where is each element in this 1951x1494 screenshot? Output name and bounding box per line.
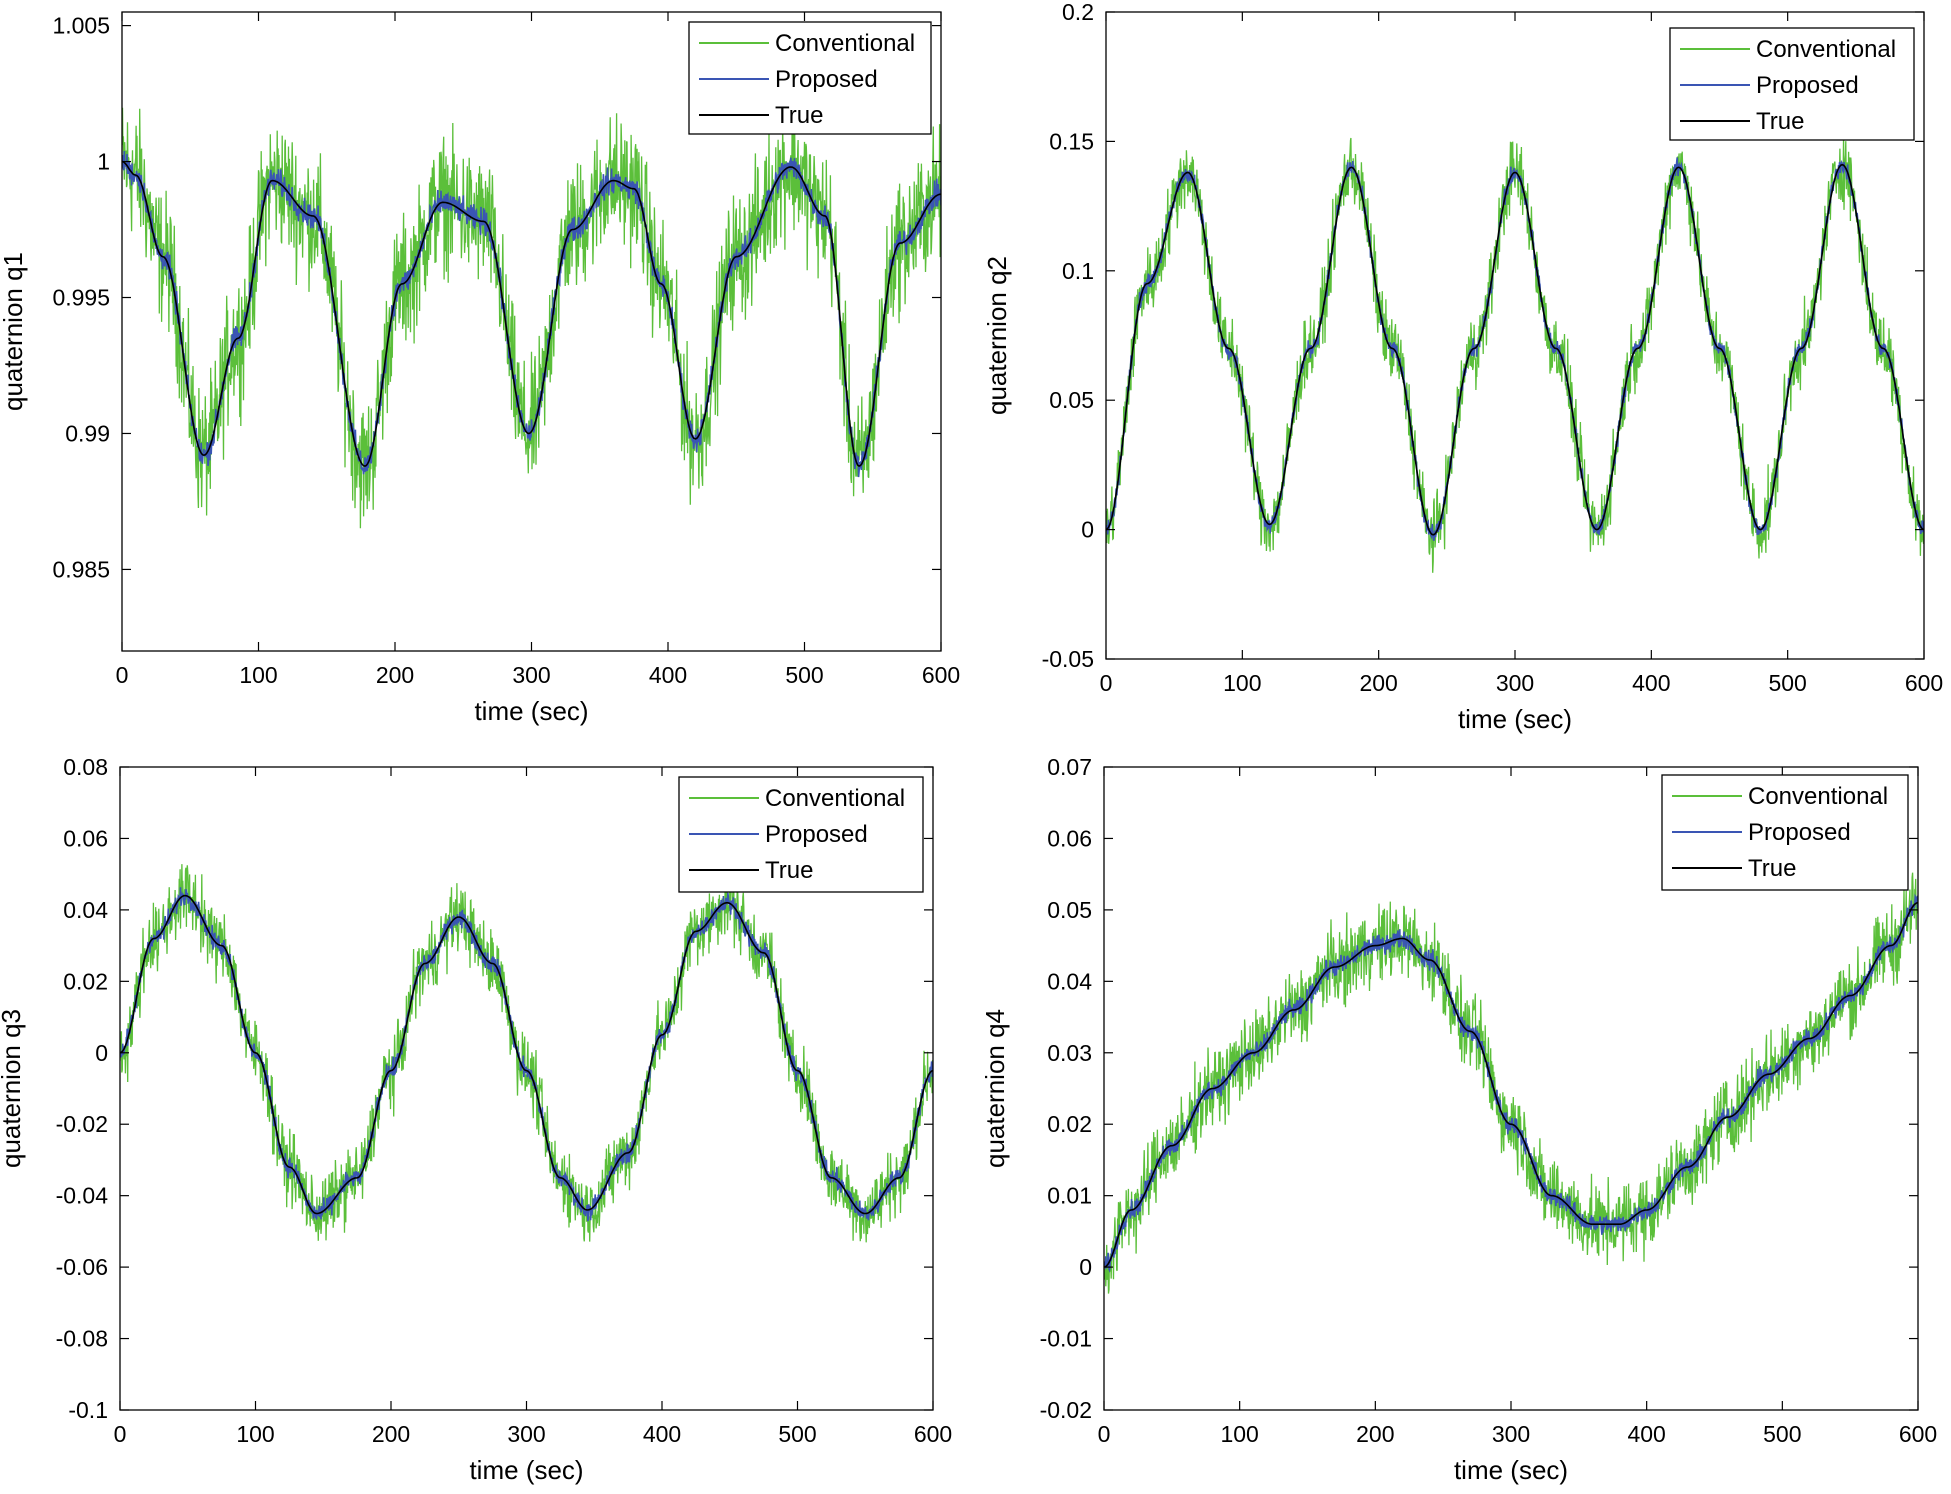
legend: Conventional Proposed True (678, 776, 924, 893)
x-axis-label: time (sec) (1454, 1455, 1568, 1485)
legend-label-true: True (1756, 108, 1804, 135)
legend-label-conventional: Conventional (765, 785, 905, 812)
y-tick-label: 0.02 (1047, 1111, 1092, 1137)
series-conventional-line (1104, 872, 1918, 1294)
y-tick-label: 0.2 (1062, 0, 1094, 25)
x-tick-label: 200 (1356, 1421, 1394, 1447)
y-tick-label: 0.99 (65, 420, 110, 446)
x-tick-label: 400 (1632, 670, 1670, 696)
x-tick-label: 500 (785, 662, 823, 688)
x-tick-label: 400 (1627, 1421, 1665, 1447)
legend-label-proposed: Proposed (1756, 72, 1859, 99)
x-tick-label: 100 (239, 662, 277, 688)
series-conventional-line (122, 107, 941, 529)
x-tick-label: 500 (778, 1421, 816, 1447)
y-tick-label: 0.06 (63, 825, 108, 851)
y-tick-label: -0.02 (56, 1111, 108, 1137)
chart-2: 0 100 200 300 400 500 600-0.0500.050.10.150.2t… (982, 0, 1943, 734)
legend-label-proposed: Proposed (1748, 819, 1851, 846)
x-tick-label: 100 (1220, 1421, 1258, 1447)
y-tick-label: 0.985 (52, 556, 110, 582)
series-true-line (1106, 163, 1924, 536)
legend: Conventional Proposed True (1669, 27, 1915, 141)
x-tick-label: 500 (1763, 1421, 1801, 1447)
legend-label-conventional: Conventional (1748, 783, 1888, 810)
y-tick-label: -0.05 (1042, 646, 1094, 672)
x-axis-label: time (sec) (1458, 704, 1572, 734)
series-true-line (120, 894, 933, 1215)
series-true-line (122, 160, 941, 468)
y-tick-label: 0.01 (1047, 1183, 1092, 1209)
legend-label-true: True (775, 102, 823, 129)
x-tick-label: 200 (1359, 670, 1397, 696)
x-tick-label: 600 (914, 1421, 952, 1447)
y-tick-label: 0.04 (1047, 968, 1092, 994)
y-tick-label: 1.005 (52, 13, 110, 39)
y-tick-label: 0 (95, 1040, 108, 1066)
x-tick-label: 600 (1905, 670, 1943, 696)
legend-label-true: True (1748, 855, 1796, 882)
y-tick-label: 0.995 (52, 285, 110, 311)
x-tick-label: 500 (1768, 670, 1806, 696)
y-tick-label: -0.08 (56, 1326, 108, 1352)
y-tick-label: 0.04 (63, 897, 108, 923)
y-tick-label: 0.07 (1047, 754, 1092, 780)
x-tick-label: 0 (114, 1421, 127, 1447)
legend-label-conventional: Conventional (775, 30, 915, 57)
x-tick-label: 100 (1223, 670, 1261, 696)
y-tick-label: 0 (1079, 1254, 1092, 1280)
x-axis-label: time (sec) (474, 696, 588, 726)
y-tick-label: 0.05 (1047, 897, 1092, 923)
x-tick-label: 300 (1492, 1421, 1530, 1447)
y-axis-label: quaternion q2 (982, 256, 1012, 415)
y-tick-label: -0.02 (1040, 1397, 1092, 1423)
x-tick-label: 200 (376, 662, 414, 688)
y-axis-label: quaternion q3 (0, 1009, 26, 1168)
y-tick-label: 0.1 (1062, 258, 1094, 284)
x-tick-label: 600 (1899, 1421, 1937, 1447)
x-tick-label: 0 (116, 662, 129, 688)
legend: Conventional Proposed True (688, 21, 932, 135)
x-tick-label: 0 (1098, 1421, 1111, 1447)
x-tick-label: 100 (236, 1421, 274, 1447)
legend: Conventional Proposed True (1661, 774, 1909, 891)
y-tick-label: 0.03 (1047, 1040, 1092, 1066)
y-axis-label: quaternion q4 (980, 1009, 1010, 1168)
y-tick-label: 0.08 (63, 754, 108, 780)
y-tick-label: 0 (1081, 517, 1094, 543)
x-tick-label: 300 (507, 1421, 545, 1447)
y-tick-label: -0.04 (56, 1183, 109, 1209)
y-tick-label: -0.01 (1040, 1326, 1092, 1352)
series-true-line (1104, 901, 1918, 1268)
x-tick-label: 200 (372, 1421, 410, 1447)
y-tick-label: -0.06 (56, 1254, 108, 1280)
x-axis-label: time (sec) (469, 1455, 583, 1485)
chart-3: 0 100 200 300 400 500 600 -0.1 -0.08 -0.06 -0.04 -0… (0, 754, 952, 1485)
chart-4: 0 100 200 300 400 500 600 -0.02 -0.01 0 0.01 0.02 0.… (980, 754, 1937, 1485)
legend-label-proposed: Proposed (775, 66, 878, 93)
x-tick-label: 400 (649, 662, 687, 688)
legend-label-conventional: Conventional (1756, 36, 1896, 63)
y-tick-label: -0.1 (68, 1397, 108, 1423)
y-tick-label: 0.05 (1049, 387, 1094, 413)
x-tick-label: 0 (1100, 670, 1113, 696)
y-tick-label: 1 (97, 149, 110, 175)
y-tick-label: 0.02 (63, 968, 108, 994)
chart-1: 0 100 200 300 400 500 600 0.985 0.99 0.995 1 1.005 t… (0, 11, 960, 726)
legend-label-true: True (765, 857, 813, 884)
y-tick-label: 0.06 (1047, 825, 1092, 851)
y-axis-label: quaternion q1 (0, 252, 28, 411)
x-tick-label: 300 (512, 662, 550, 688)
legend-label-proposed: Proposed (765, 821, 868, 848)
y-tick-label: 0.15 (1049, 128, 1094, 154)
x-tick-label: 400 (643, 1421, 681, 1447)
x-tick-label: 300 (1496, 670, 1534, 696)
x-tick-label: 600 (922, 662, 960, 688)
